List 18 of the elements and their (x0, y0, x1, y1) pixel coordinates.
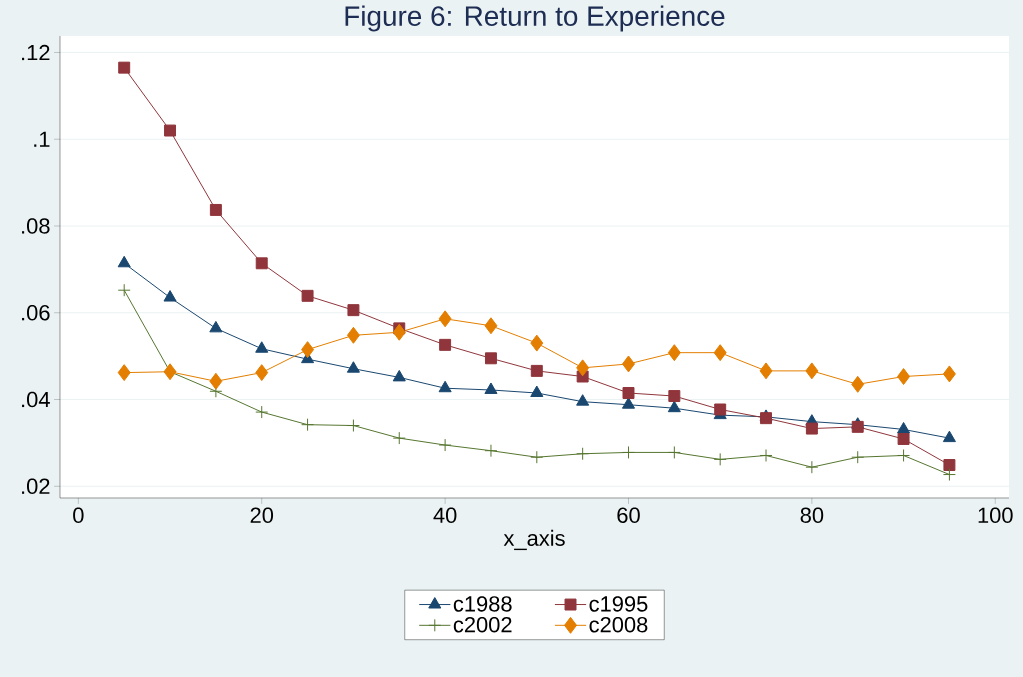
x-tick-label: 20 (250, 507, 274, 523)
y-tick-label: .06 (22, 304, 50, 321)
x-tick-label: 60 (617, 507, 640, 523)
y-tick-label: .12 (22, 44, 50, 61)
y-tick-label: .04 (22, 391, 50, 408)
y-tick-label: .1 (34, 131, 50, 147)
x-tick-label: 80 (800, 507, 824, 523)
x-axis-title: x_axis (503, 529, 565, 551)
legend-label: c2002 (453, 616, 512, 633)
x-tick-label: 100 (978, 507, 1013, 523)
y-tick-label: .02 (22, 478, 50, 495)
y-tick-label: .08 (22, 218, 50, 234)
chart-title: Figure 6: Return to Experience (345, 5, 725, 32)
x-tick-label: 0 (73, 507, 84, 523)
legend-label: c2008 (589, 616, 648, 633)
legend-label: c1988 (453, 596, 512, 612)
x-tick-label: 40 (433, 507, 457, 523)
legend-label: c1995 (589, 596, 648, 612)
